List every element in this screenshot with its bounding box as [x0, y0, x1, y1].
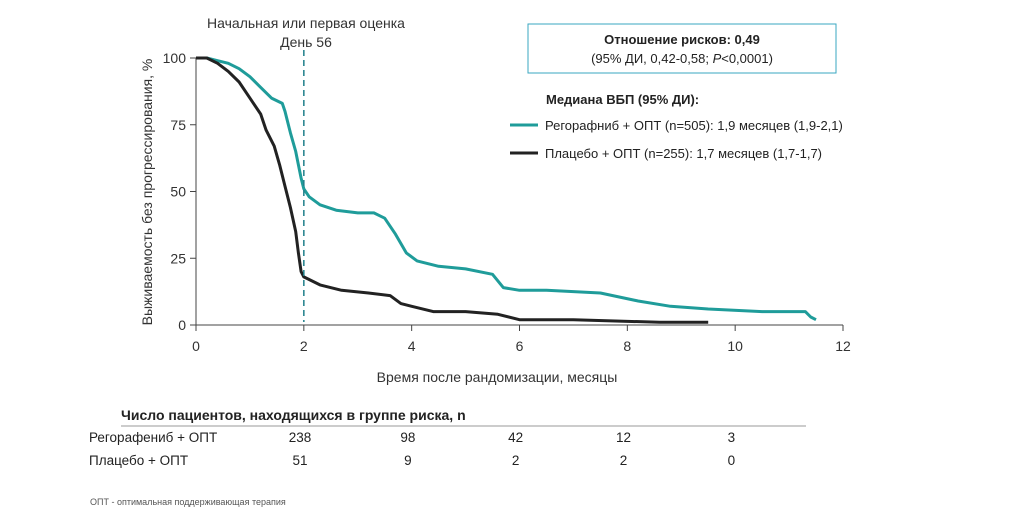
risk-table-values: 238 98 42 12 3 51 9 2 2 0: [289, 430, 735, 468]
x-axis-title: Время после рандомизации, месяцы: [377, 369, 618, 385]
risk-row-label-placebo: Плацебо + ОПТ: [89, 453, 188, 468]
annotation-line2: День 56: [280, 34, 332, 50]
risk-table-cell: 51: [292, 453, 307, 468]
hazard-ratio-label: Отношение рисков: 0,49: [604, 32, 760, 47]
risk-table-title: Число пациентов, находящихся в группе ри…: [121, 407, 466, 423]
risk-table-cell: 12: [616, 430, 631, 445]
y-tick-label: 0: [178, 317, 186, 333]
risk-table-cell: 9: [404, 453, 412, 468]
x-tick-label: 4: [408, 338, 416, 354]
risk-table-cell: 3: [728, 430, 736, 445]
x-tick-label: 10: [727, 338, 743, 354]
x-tick-label: 6: [516, 338, 524, 354]
hazard-ratio-box: [527, 23, 837, 74]
legend-label-regorafenib: Регорафниб + ОПТ (n=505): 1,9 месяцев (1…: [545, 118, 843, 133]
x-tick-label: 8: [623, 338, 631, 354]
hazard-ratio-ci: (95% ДИ, 0,42-0,58; P<0,0001): [591, 51, 773, 66]
y-axis-title: Выживаемость без прогрессирования, %: [139, 59, 155, 326]
y-tick-label: 25: [170, 250, 186, 266]
legend-title: Медиана ВБП (95% ДИ):: [546, 92, 699, 107]
x-tick-label: 0: [192, 338, 200, 354]
risk-table-cell: 2: [620, 453, 628, 468]
risk-table-cell: 42: [508, 430, 523, 445]
risk-table-cell: 0: [728, 453, 736, 468]
curve-regorafenib: [196, 56, 817, 322]
y-tick-label: 50: [170, 184, 186, 200]
x-tick-label: 2: [300, 338, 308, 354]
legend-label-placebo: Плацебо + ОПТ (n=255): 1,7 месяцев (1,7-…: [545, 146, 822, 161]
y-tick-label: 75: [170, 117, 186, 133]
risk-table-cell: 98: [400, 430, 415, 445]
footnote: ОПТ - оптимальная поддерживающая терапия: [90, 497, 286, 507]
curve-placebo: [196, 56, 709, 324]
survival-curves: [196, 56, 817, 324]
annotation-line1: Начальная или первая оценка: [207, 15, 405, 31]
risk-table-cell: 2: [512, 453, 520, 468]
risk-row-label-regorafenib: Регорафениб + ОПТ: [89, 430, 217, 445]
x-tick-label: 12: [835, 338, 851, 354]
y-tick-label: 100: [163, 50, 187, 66]
axis-ticks: 0 2 4 6 8 10 12 0 25 50 75 100: [163, 50, 851, 354]
risk-table-cell: 238: [289, 430, 312, 445]
